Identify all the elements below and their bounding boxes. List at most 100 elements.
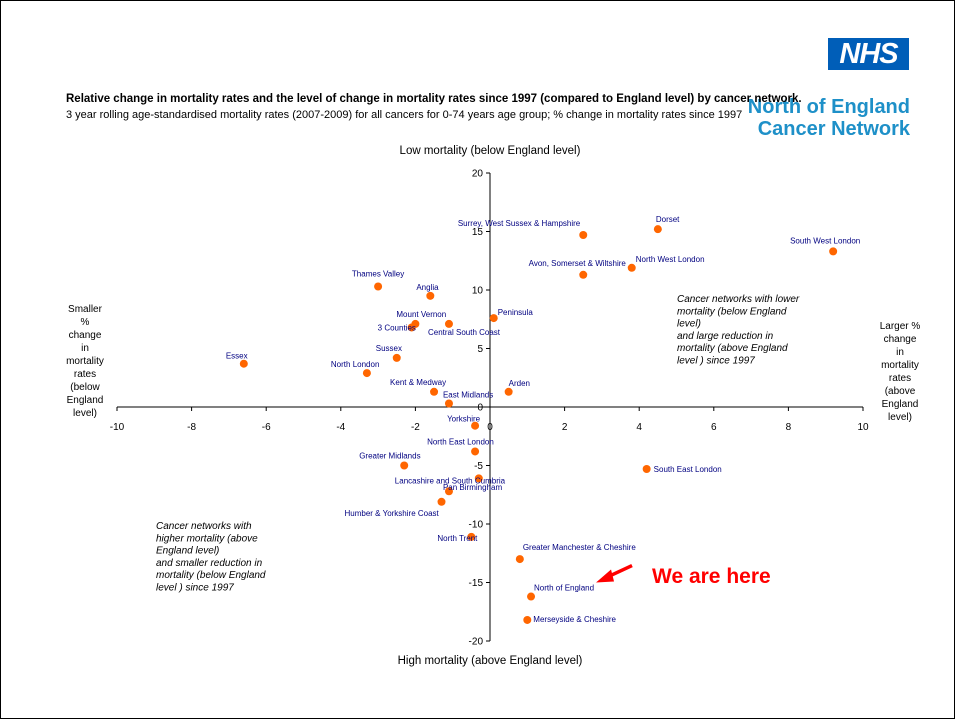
data-point-label: East Midlands <box>443 390 493 399</box>
y-tick-label: -15 <box>469 578 484 589</box>
data-point-label: North Trent <box>437 534 478 543</box>
y-tick-label: 10 <box>472 286 484 297</box>
x-tick-label: 2 <box>562 422 568 433</box>
axis-label-left-line: Smaller <box>68 304 103 315</box>
data-point <box>444 319 453 328</box>
y-tick-label: 0 <box>477 403 483 414</box>
data-point-label: Mount Vernon <box>396 310 446 319</box>
network-name-line1: North of England <box>747 96 910 118</box>
data-point <box>489 314 498 323</box>
axis-label-left-line: mortality <box>66 356 104 367</box>
annotation-upper-right-line: level) <box>677 319 701 330</box>
x-tick-label: -8 <box>187 422 196 433</box>
annotation-upper-right-line: and large reduction in <box>677 331 774 342</box>
data-point <box>392 353 401 362</box>
y-tick-label: -10 <box>469 520 484 531</box>
chart-points: Surrey, West Sussex & Hampshire Dorset Sou… <box>226 215 860 624</box>
axis-label-top: Low mortality (below England level) <box>400 145 581 157</box>
data-point <box>653 225 662 234</box>
data-point-label: Surrey, West Sussex & Hampshire <box>458 219 581 228</box>
y-tick-label: -5 <box>474 461 483 472</box>
data-point <box>362 369 371 378</box>
data-point <box>527 592 536 601</box>
data-point-label: North West London <box>636 255 705 264</box>
data-point <box>467 532 476 541</box>
data-point-label: Merseyside & Cheshire <box>533 615 616 624</box>
y-tick-label: 5 <box>477 344 483 355</box>
axis-label-right-line: (above <box>885 386 916 397</box>
callout-text: We are here <box>652 565 771 588</box>
data-point <box>642 465 651 474</box>
axis-label-right-line: change <box>884 334 917 345</box>
data-point <box>444 487 453 496</box>
data-point <box>627 263 636 272</box>
data-point-label: 3 Counties <box>378 323 416 332</box>
data-point-label: Humber & Yorkshire Coast <box>345 509 440 518</box>
data-point <box>523 615 532 624</box>
data-point <box>829 247 838 256</box>
network-name-line2: Cancer Network <box>757 118 910 140</box>
annotation-lower-left-line: Cancer networks with <box>156 521 252 532</box>
data-point-label: Thames Valley <box>352 269 404 278</box>
axis-label-right-line: rates <box>889 373 911 384</box>
data-point-label: Central South Coast <box>428 328 501 337</box>
network-logo-text: North of England Cancer Network <box>748 96 910 140</box>
annotation-upper-right-line: level ) since 1997 <box>677 356 755 367</box>
axis-label-left-line: England <box>67 395 104 406</box>
annotation-lower-left-line: level ) since 1997 <box>156 583 234 594</box>
data-point-label: Greater Midlands <box>359 452 420 461</box>
axis-label-right-line: in <box>896 347 904 358</box>
x-tick-label: 8 <box>786 422 792 433</box>
axis-label-right-line: level) <box>888 412 912 423</box>
data-point-label: North of England <box>534 584 594 593</box>
y-tick-label: 15 <box>472 227 484 238</box>
annotation-upper-right-line: mortality (above England <box>677 343 788 354</box>
chart-annotations: Cancer networks with lower mortality (bel… <box>156 294 800 594</box>
annotation-lower-left-line: mortality (below England <box>156 570 266 581</box>
data-point-label: Kent & Medway <box>390 378 446 387</box>
data-point-label: South West London <box>790 236 860 245</box>
data-point-label: Anglia <box>416 283 439 292</box>
data-point-label: South East London <box>654 465 722 474</box>
data-point-label: Sussex <box>376 344 402 353</box>
axis-label-left-line: change <box>69 330 102 341</box>
nhs-logo: NHS <box>828 38 909 70</box>
x-tick-label: -4 <box>336 422 345 433</box>
data-point <box>444 399 453 408</box>
x-tick-label: 6 <box>711 422 717 433</box>
data-point-label: Dorset <box>656 215 680 224</box>
x-tick-label: 4 <box>636 422 642 433</box>
annotation-upper-right-line: Cancer networks with lower <box>677 294 800 305</box>
data-point-label: Avon, Somerset & Wiltshire <box>529 259 627 268</box>
axis-label-left-line: (below <box>70 382 100 393</box>
x-tick-label: -10 <box>110 422 125 433</box>
annotation-lower-left-line: and smaller reduction in <box>156 558 263 569</box>
chart-subtitle: 3 year rolling age-standardised mortalit… <box>66 109 743 121</box>
x-tick-label: 10 <box>857 422 869 433</box>
data-point <box>374 282 383 291</box>
axis-label-left-line: level) <box>73 408 97 419</box>
data-point-label: Peninsula <box>498 308 534 317</box>
data-point <box>426 291 435 300</box>
callout-arrow-head <box>596 569 615 583</box>
data-point-label: Arden <box>509 379 530 388</box>
data-point <box>430 387 439 396</box>
data-point <box>471 421 480 430</box>
data-point <box>239 359 248 368</box>
annotation-lower-left-line: higher mortality (above <box>156 533 258 544</box>
x-tick-label: -2 <box>411 422 420 433</box>
callout-arrow <box>596 563 633 583</box>
axis-label-left-line: % <box>81 317 90 328</box>
x-tick-label: 0 <box>487 422 493 433</box>
data-point <box>471 447 480 456</box>
data-point-label: North East London <box>427 437 494 446</box>
data-point <box>474 474 483 483</box>
axis-label-left-line: in <box>81 343 89 354</box>
data-point-label: Greater Manchester & Cheshire <box>523 543 636 552</box>
data-point-label: Pan Birmingham <box>443 483 502 492</box>
data-point <box>504 387 513 396</box>
data-point-label: North London <box>331 360 379 369</box>
data-point <box>579 270 588 279</box>
